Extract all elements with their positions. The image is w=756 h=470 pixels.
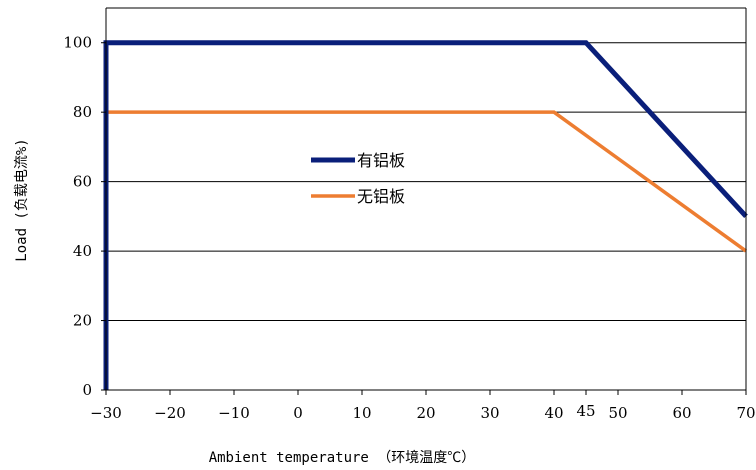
y-axis-title: Load (负载电流%) (14, 138, 30, 261)
x-tick-label: 0 (293, 404, 303, 422)
x-tick-label: 10 (352, 404, 371, 422)
x-tick-label: 20 (416, 404, 435, 422)
x-tick-label: 40 (544, 404, 563, 422)
y-tick-label: 0 (82, 381, 92, 399)
x-tick-label: −10 (218, 404, 250, 422)
x-tick-label: −30 (90, 404, 122, 422)
y-tick-label: 20 (73, 312, 92, 330)
y-tick-label: 100 (63, 34, 92, 52)
x-axis-title: Ambient temperature （环境温度℃） (209, 450, 476, 466)
x-tick-label: 60 (672, 404, 691, 422)
axes (101, 7, 747, 395)
y-tick-labels: 0 20 40 60 80 100 (63, 34, 92, 399)
x-tick-label: 70 (736, 404, 755, 422)
x-tick-label: −20 (154, 404, 186, 422)
series-lines (103, 40, 748, 390)
x-tick-label: 30 (480, 404, 499, 422)
x-tick-label: 50 (608, 404, 627, 422)
x-tick-label: 45 (576, 402, 595, 420)
x-tick-labels: −30 −20 −10 0 10 20 30 40 45 50 60 70 (90, 402, 755, 422)
series-line (103, 40, 748, 390)
legend-label: 有铝板 (357, 151, 405, 170)
legend-label: 无铝板 (357, 187, 405, 206)
y-tick-label: 40 (73, 242, 92, 260)
y-tick-label: 60 (73, 173, 92, 191)
y-tick-label: 80 (73, 103, 92, 121)
